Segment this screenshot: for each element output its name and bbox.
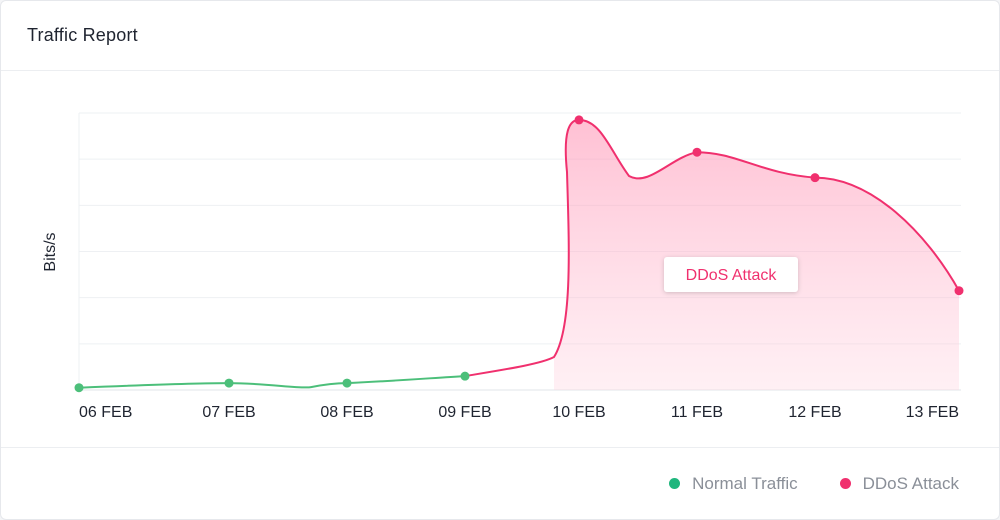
- x-axis-ticks: 06 FEB 07 FEB 08 FEB 09 FEB 10 FEB 11 FEB 12 F…: [79, 404, 959, 421]
- card-header: Traffic Report: [1, 1, 999, 71]
- normal-traffic-point[interactable]: [342, 378, 352, 388]
- grid-lines: [78, 112, 961, 391]
- x-tick-label: 07 FEB: [202, 404, 255, 421]
- traffic-chart: Bits/s 06 FEB 07 FEB 08 FEB 09 FEB 10 FEB 11 …: [42, 112, 964, 421]
- legend-dot-ddos: [839, 478, 851, 489]
- card-title: Traffic Report: [27, 25, 138, 45]
- legend-item-ddos-attack[interactable]: DDoS Attack: [839, 473, 959, 494]
- ddos-attack-point[interactable]: [574, 115, 584, 125]
- x-tick-label: 08 FEB: [320, 404, 373, 421]
- x-tick-label: 06 FEB: [79, 404, 132, 421]
- legend-dot-normal: [669, 478, 681, 489]
- chart-legend: Normal Traffic DDoS Attack: [1, 447, 999, 519]
- chart-area: Bits/s 06 FEB 07 FEB 08 FEB 09 FEB 10 FEB 11 …: [1, 72, 999, 447]
- legend-label-ddos: DDoS Attack: [862, 473, 959, 493]
- ddos-attack-point[interactable]: [954, 286, 964, 296]
- ddos-attack-line: [464, 118, 960, 378]
- annotation-box: [664, 257, 798, 292]
- ddos-annotation: DDoS Attack: [664, 257, 798, 292]
- ddos-area-fill: [554, 119, 959, 391]
- normal-traffic-point[interactable]: [224, 378, 234, 388]
- normal-traffic-point[interactable]: [460, 371, 470, 381]
- normal-traffic-line: [78, 375, 466, 389]
- normal-traffic-point[interactable]: [74, 383, 84, 393]
- x-tick-label: 11 FEB: [671, 404, 723, 421]
- ddos-attack-point[interactable]: [692, 147, 702, 157]
- legend-item-normal-traffic[interactable]: Normal Traffic: [669, 474, 798, 494]
- data-points: [74, 115, 964, 393]
- legend-label-normal: Normal Traffic: [692, 473, 798, 493]
- x-tick-label: 10 FEB: [552, 404, 605, 421]
- ddos-attack-point[interactable]: [810, 173, 820, 183]
- y-axis-label: Bits/s: [42, 232, 59, 271]
- x-tick-label: 09 FEB: [438, 404, 491, 421]
- annotation-label: DDoS Attack: [686, 267, 778, 284]
- x-tick-label: 12 FEB: [788, 404, 841, 421]
- x-tick-label: 13 FEB: [906, 404, 959, 421]
